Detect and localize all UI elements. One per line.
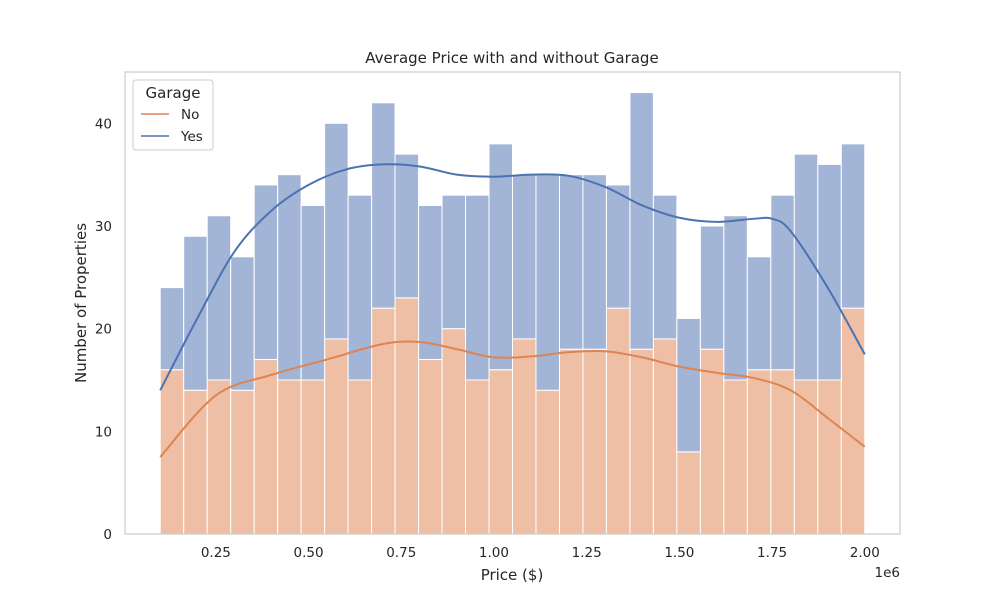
bar-no-5 [277, 379, 302, 535]
bar-no-22 [676, 451, 701, 535]
y-tick-label: 20 [95, 322, 112, 338]
bar-no-3 [230, 389, 255, 535]
x-tick-label: 1.00 [479, 545, 509, 561]
legend-label-no: No [181, 107, 199, 123]
bar-yes-4 [253, 184, 279, 360]
y-axis-label: Number of Properties [72, 223, 90, 383]
bar-no-27 [793, 379, 819, 535]
bar-no-4 [253, 358, 279, 535]
bar-yes-17 [558, 174, 584, 350]
bar-no-7 [324, 338, 349, 535]
bar-yes-2 [206, 215, 232, 381]
x-tick-label: 0.50 [294, 545, 324, 561]
bar-yes-18 [582, 174, 607, 350]
y-tick-label: 40 [95, 116, 112, 132]
no-garage-bars [159, 297, 866, 535]
bar-yes-29 [840, 143, 866, 309]
bar-no-25 [746, 369, 772, 535]
bar-yes-6 [300, 204, 326, 381]
kde-line-no [159, 340, 866, 458]
kde-line-yes [159, 163, 866, 391]
bar-yes-26 [770, 194, 795, 371]
bar-no-26 [770, 369, 795, 535]
bar-yes-10 [394, 153, 420, 299]
bar-no-17 [558, 348, 584, 535]
bar-yes-0 [159, 287, 185, 371]
bar-no-1 [183, 389, 208, 535]
bar-yes-21 [652, 194, 678, 340]
bar-yes-11 [418, 204, 443, 360]
bar-no-8 [347, 379, 373, 535]
bar-yes-24 [723, 215, 748, 381]
bar-yes-12 [441, 194, 467, 330]
bar-yes-19 [605, 184, 631, 309]
bar-yes-25 [746, 256, 772, 371]
legend-title: Garage [146, 84, 201, 102]
y-tick-label: 0 [103, 527, 112, 543]
x-tick-label: 1.25 [572, 545, 602, 561]
x-axis-ticks: 0.25 0.50 0.75 1.00 1.25 1.50 1.75 2.00 [201, 545, 880, 561]
x-tick-label: 0.25 [201, 545, 231, 561]
y-axis-ticks: 0 10 20 30 40 [95, 116, 112, 543]
bar-no-13 [465, 379, 490, 535]
bar-yes-7 [324, 122, 349, 340]
bar-yes-1 [183, 235, 208, 391]
x-tick-label: 1.50 [664, 545, 694, 561]
bar-no-28 [817, 379, 842, 535]
bar-no-29 [840, 307, 866, 535]
bar-yes-5 [277, 174, 302, 381]
bar-yes-22 [676, 317, 701, 453]
bar-yes-23 [699, 225, 725, 350]
bar-no-6 [300, 379, 326, 535]
bar-no-19 [605, 307, 631, 535]
bar-no-24 [723, 379, 748, 535]
legend: Garage No Yes [132, 79, 214, 151]
bar-no-11 [418, 358, 443, 535]
y-tick-label: 30 [95, 219, 112, 235]
chart-title: Average Price with and without Garage [365, 49, 658, 67]
legend-label-yes: Yes [180, 129, 203, 145]
y-tick-label: 10 [95, 424, 112, 440]
bar-no-16 [535, 389, 560, 535]
bar-no-21 [652, 338, 678, 535]
bar-no-2 [206, 379, 232, 535]
bar-no-10 [394, 297, 420, 535]
bar-yes-3 [230, 256, 255, 391]
kde-curves [159, 163, 866, 458]
bar-yes-9 [371, 102, 396, 309]
plot-area-frame [124, 71, 901, 535]
bar-yes-28 [817, 163, 842, 381]
garage-bars [159, 92, 866, 453]
x-tick-label: 0.75 [386, 545, 416, 561]
bar-no-20 [629, 348, 654, 535]
bar-yes-20 [629, 92, 654, 350]
bar-no-14 [488, 369, 514, 535]
x-axis-offset-text: 1e6 [875, 565, 900, 581]
bar-yes-16 [535, 174, 560, 391]
bar-yes-14 [488, 143, 514, 371]
bar-no-18 [582, 348, 607, 535]
bar-no-15 [512, 338, 537, 535]
bar-yes-15 [512, 174, 537, 340]
x-tick-label: 1.75 [757, 545, 787, 561]
bar-no-12 [441, 328, 467, 535]
x-axis-label: Price ($) [481, 566, 544, 584]
x-tick-label: 2.00 [850, 545, 880, 561]
bar-no-23 [699, 348, 725, 535]
legend-box [132, 79, 214, 151]
